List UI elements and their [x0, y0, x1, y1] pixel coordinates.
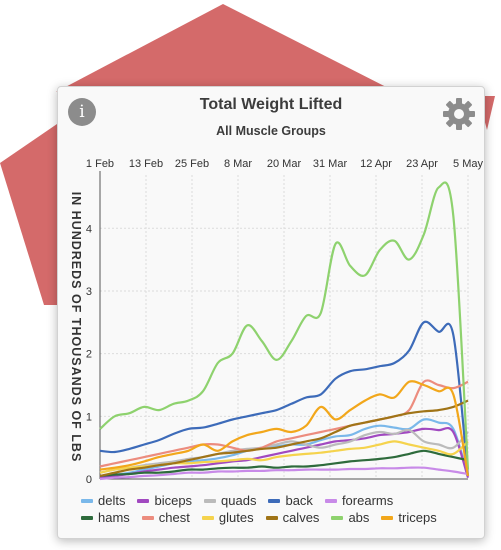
- legend-row: delts biceps quads back forearms: [81, 492, 481, 509]
- legend-swatch: [265, 515, 278, 520]
- y-tick-label: 0: [86, 474, 92, 486]
- y-axis-label: IN HUNDREDS OF THOUSANDS OF LBS: [69, 192, 83, 463]
- series-line-back: [99, 320, 470, 477]
- x-tick-label: 1 Feb: [86, 158, 114, 170]
- info-icon: i: [79, 102, 85, 122]
- x-tick-label: 23 Apr: [406, 158, 438, 170]
- legend-item-biceps[interactable]: biceps: [137, 493, 192, 508]
- series-line-calves: [99, 399, 469, 477]
- legend-label: back: [285, 493, 313, 508]
- legend-row: hams chest glutes calves abs triceps: [81, 509, 481, 526]
- chart-legend: delts biceps quads back forearms hams chest glu…: [81, 492, 481, 526]
- legend-item-chest[interactable]: chest: [141, 510, 190, 525]
- legend-swatch: [381, 515, 394, 520]
- legend-item-triceps[interactable]: triceps: [381, 510, 437, 525]
- legend-swatch: [81, 498, 93, 503]
- x-tick-label: 12 Apr: [360, 158, 392, 170]
- x-tick-label: 8 Mar: [224, 158, 252, 170]
- x-tick-label: 25 Feb: [175, 158, 209, 170]
- series-line-hams: [99, 449, 469, 477]
- legend-label: biceps: [154, 493, 193, 508]
- legend-label: abs: [348, 510, 370, 525]
- decorative-quad: [0, 124, 57, 305]
- legend-swatch: [141, 515, 154, 520]
- chart-title: Total Weight Lifted: [199, 96, 343, 113]
- legend-label: hams: [98, 510, 130, 525]
- y-tick-label: 2: [86, 349, 92, 361]
- decorative-triangle: [56, 4, 396, 92]
- y-tick-label: 3: [86, 286, 92, 298]
- legend-swatch: [331, 515, 344, 520]
- gear-icon[interactable]: [442, 97, 476, 131]
- series-line-quads: [99, 428, 469, 474]
- legend-label: calves: [282, 510, 320, 525]
- series-line-forearms: [99, 466, 469, 481]
- line-chart: 1 Feb 13 Feb 25 Feb 8 Mar 20 Mar 31 Mar 12 Apr…: [69, 158, 483, 486]
- x-tick-label: 13 Feb: [129, 158, 163, 170]
- legend-label: forearms: [341, 493, 394, 508]
- legend-item-abs[interactable]: abs: [331, 510, 369, 525]
- y-tick-label: 1: [86, 411, 92, 423]
- legend-label: triceps: [398, 510, 437, 525]
- legend-label: delts: [98, 493, 126, 508]
- legend-swatch: [137, 498, 150, 503]
- legend-item-hams[interactable]: hams: [81, 510, 130, 525]
- series-line-biceps: [99, 426, 470, 479]
- chart-subtitle: All Muscle Groups: [216, 124, 326, 138]
- legend-item-delts[interactable]: delts: [81, 493, 125, 508]
- legend-item-back[interactable]: back: [268, 493, 313, 508]
- legend-swatch: [81, 515, 93, 520]
- y-tick-label: 4: [86, 223, 92, 235]
- x-tick-label: 20 Mar: [267, 158, 302, 170]
- legend-label: glutes: [218, 510, 254, 525]
- info-button[interactable]: i: [68, 98, 96, 126]
- legend-label: chest: [158, 510, 190, 525]
- legend-item-forearms[interactable]: forearms: [324, 493, 394, 508]
- legend-swatch: [268, 498, 281, 503]
- series-line-chest: [99, 379, 469, 468]
- legend-item-glutes[interactable]: glutes: [201, 510, 254, 525]
- legend-item-quads[interactable]: quads: [204, 493, 256, 508]
- legend-swatch: [204, 498, 217, 503]
- x-tick-label: 5 May: [453, 158, 483, 170]
- legend-label: quads: [221, 493, 257, 508]
- legend-swatch: [201, 515, 214, 520]
- legend-item-calves[interactable]: calves: [265, 510, 320, 525]
- chart-card: i Total Weight Lifted All Muscle Groups …: [57, 86, 485, 539]
- legend-swatch: [324, 498, 337, 503]
- x-tick-label: 31 Mar: [313, 158, 348, 170]
